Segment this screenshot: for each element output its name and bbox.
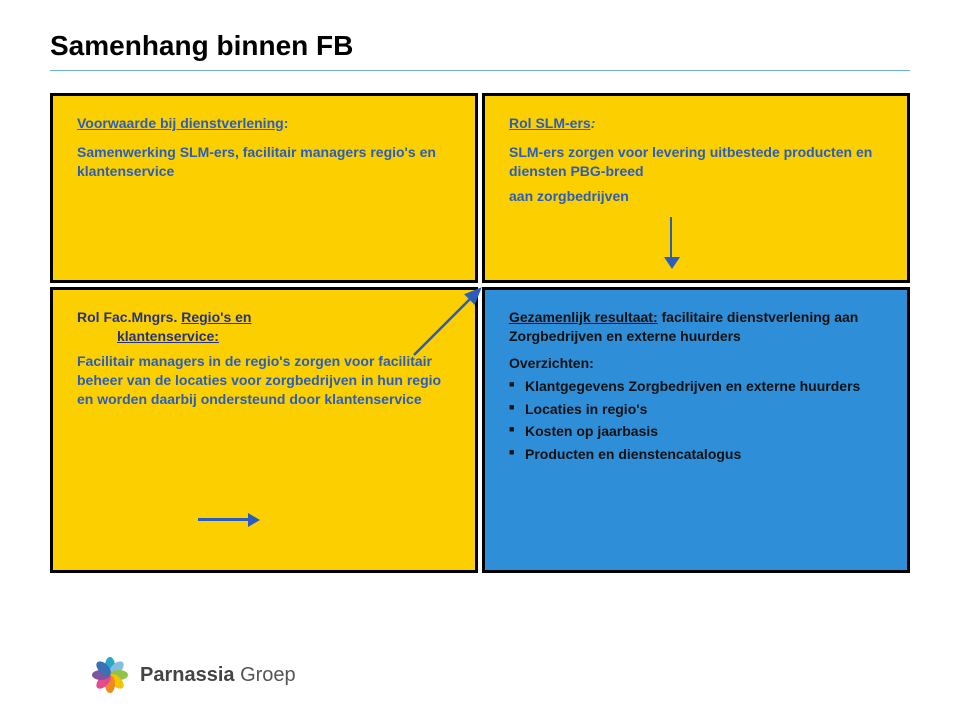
- heading-text: Rol SLM-ers: [509, 115, 591, 131]
- cell-content: Gezamenlijk resultaat: facilitaire diens…: [485, 290, 907, 482]
- list-item: Producten en dienstencatalogus: [509, 445, 887, 464]
- page-title: Samenhang binnen FB: [50, 30, 910, 62]
- cell-heading: Voorwaarde bij dienstverlening:: [77, 114, 455, 133]
- list-item: Locaties in regio's: [509, 400, 887, 419]
- cell-content: Rol SLM-ers: SLM-ers zorgen voor leverin…: [485, 96, 907, 220]
- list-item: Kosten op jaarbasis: [509, 422, 887, 441]
- heading-line2: klantenservice:: [77, 327, 219, 346]
- cell-voorwaarde: Voorwaarde bij dienstverlening: Samenwer…: [50, 93, 478, 283]
- logo: Parnassia Groep: [90, 655, 296, 695]
- heading-line1a: Rol Fac.Mngrs.: [77, 309, 181, 325]
- logo-text-bold: Parnassia: [140, 664, 235, 686]
- cell-content: Rol Fac.Mngrs. Regio's en klantenservice…: [53, 290, 475, 422]
- heading-underline: Gezamenlijk resultaat:: [509, 309, 658, 325]
- title-divider: [50, 70, 910, 71]
- logo-text-light: Groep: [235, 664, 296, 686]
- arrow-right-icon: [198, 511, 260, 529]
- slide: Samenhang binnen FB Voorwaarde bij diens…: [0, 0, 960, 717]
- cell-content: Voorwaarde bij dienstverlening: Samenwer…: [53, 96, 475, 195]
- heading-line1b: Regio's en: [181, 309, 251, 325]
- list-item: Klantgegevens Zorgbedrijven en externe h…: [509, 377, 887, 396]
- arrow-down-icon: [664, 217, 680, 269]
- heading-text: Voorwaarde bij dienstverlening: [77, 115, 284, 131]
- cell-extra: aan zorgbedrijven: [509, 187, 887, 206]
- overzichten-label: Overzichten:: [509, 354, 887, 373]
- cell-heading: Rol Fac.Mngrs. Regio's en klantenservice…: [77, 308, 455, 346]
- cell-body: SLM-ers zorgen voor levering uitbestede …: [509, 143, 887, 181]
- arrow-diagonal-icon: [50, 93, 51, 94]
- cell-body: Samenwerking SLM-ers, facilitair manager…: [77, 143, 455, 181]
- logo-text: Parnassia Groep: [140, 664, 296, 687]
- cell-body: Facilitair managers in de regio's zorgen…: [77, 352, 455, 409]
- overzichten-list: Klantgegevens Zorgbedrijven en externe h…: [509, 377, 887, 465]
- cell-heading: Rol SLM-ers:: [509, 114, 887, 133]
- cell-resultaat: Gezamenlijk resultaat: facilitaire diens…: [482, 287, 910, 573]
- cell-rol-fac: Rol Fac.Mngrs. Regio's en klantenservice…: [50, 287, 478, 573]
- cell-heading: Gezamenlijk resultaat: facilitaire diens…: [509, 308, 887, 346]
- cell-rol-slm: Rol SLM-ers: SLM-ers zorgen voor leverin…: [482, 93, 910, 283]
- logo-star-icon: [90, 655, 130, 695]
- diagram-grid: Voorwaarde bij dienstverlening: Samenwer…: [50, 93, 910, 573]
